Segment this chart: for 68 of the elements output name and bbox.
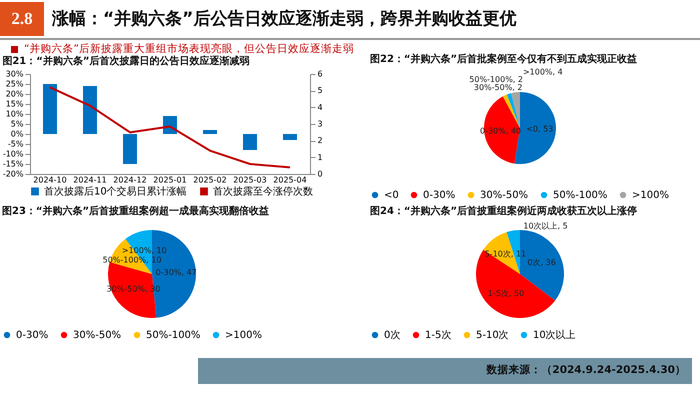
y2-tick-label: 6 — [318, 70, 323, 78]
pie-slice — [502, 94, 520, 128]
y-tick-label: 30% — [6, 70, 24, 78]
text: 涨幅：“并购六条”后公告日效应逐渐走弱，跨界并购收益更优 — [52, 8, 516, 31]
bar — [123, 134, 137, 164]
y2-tick-label: 5 — [318, 86, 323, 96]
legend-label: 0-30% — [423, 190, 456, 201]
y-tick-label: -10% — [2, 150, 24, 158]
chart-title: 图24：“并购六条”后首披重组案例近两成收获五次以上涨停 — [370, 205, 638, 217]
x-tick-label: 2024-12 — [113, 176, 147, 184]
y-tick-label: 10% — [6, 110, 24, 118]
line-series — [49, 86, 291, 168]
data-label: 0-30%, 47 — [156, 268, 197, 277]
y-tick-label: 15% — [6, 100, 24, 108]
legend-label: 50%-100% — [146, 330, 200, 341]
data-label: 10次以上, 5 — [523, 222, 568, 231]
legend-label: 30%-50% — [480, 190, 528, 201]
x-tick-label: 2025-02 — [193, 176, 227, 184]
pie-slice — [511, 92, 520, 128]
y2-tick-label: 2 — [318, 136, 323, 146]
legend-label: 1-5次 — [425, 330, 452, 341]
legend-label: 首次披露至今涨停次数 — [213, 185, 313, 198]
x-tick-label: 2024-11 — [73, 176, 107, 184]
y-tick-label: -5% — [8, 140, 24, 148]
x-tick-label: 2025-01 — [153, 176, 187, 184]
data-label: 1-5次, 50 — [488, 288, 524, 298]
data-label: 0次, 36 — [527, 258, 556, 268]
legend-label: <0 — [384, 190, 399, 201]
data-label: >100%, 4 — [522, 67, 563, 76]
legend-label: 首次披露后10个交易日累计涨幅 — [44, 185, 187, 198]
y-tick-label: 0% — [10, 130, 24, 138]
pie-slice — [506, 93, 520, 128]
legend-label: >100% — [225, 330, 262, 341]
y2-tick-label: 0 — [318, 170, 323, 178]
bar — [203, 130, 217, 134]
legend-label: 0-30% — [16, 330, 48, 341]
data-label: 30%-50%, 2 — [474, 83, 522, 92]
bar — [43, 84, 57, 134]
legend-label: >100% — [632, 190, 669, 201]
data-label: 50%-100%, 2 — [469, 75, 523, 84]
y-tick-label: 5% — [10, 120, 24, 128]
legend-label: 0次 — [384, 330, 400, 341]
y2-tick-label: 3 — [318, 120, 323, 128]
legend-label: 50%-100% — [553, 190, 608, 201]
x-tick-label: 2025-03 — [233, 176, 267, 184]
source-note: 数据来源：（2024.9.24-2025.4.30） — [486, 363, 686, 377]
pie-slice — [476, 250, 556, 318]
pie-slice — [152, 230, 196, 318]
legend-label: 10次以上 — [533, 329, 576, 341]
y-tick-label: -20% — [2, 170, 24, 178]
y-tick-label: 20% — [6, 90, 24, 98]
y2-tick-label: 4 — [318, 102, 323, 112]
y2-tick-label: 1 — [318, 152, 323, 162]
legend-label: 5-10次 — [476, 330, 509, 341]
y-tick-label: 25% — [6, 80, 24, 88]
text: “并购六条”后新披露重大重组市场表现亮眼，但公告日效应逐渐走弱 — [24, 42, 354, 55]
bar — [243, 134, 257, 150]
bar — [83, 86, 97, 134]
x-tick-label: 2024-10 — [33, 176, 67, 184]
x-tick-label: 2025-04 — [273, 176, 307, 184]
chart-title: 图23：“并购六条”后首披重组案例超一成最高实现翻倍收益 — [2, 205, 270, 217]
chart-title: 图22：“并购六条”后首批案例至今仅有不到五成实现正收益 — [370, 53, 638, 65]
y-tick-label: -15% — [2, 160, 24, 168]
legend-label: 30%-50% — [73, 330, 122, 341]
bar — [283, 134, 297, 140]
text: 2.8 — [0, 2, 44, 36]
chart-title: 图21：“并购六条”后首次披露日的公告日效应逐渐减弱 — [2, 55, 250, 67]
data-label: <0, 53 — [526, 124, 554, 134]
